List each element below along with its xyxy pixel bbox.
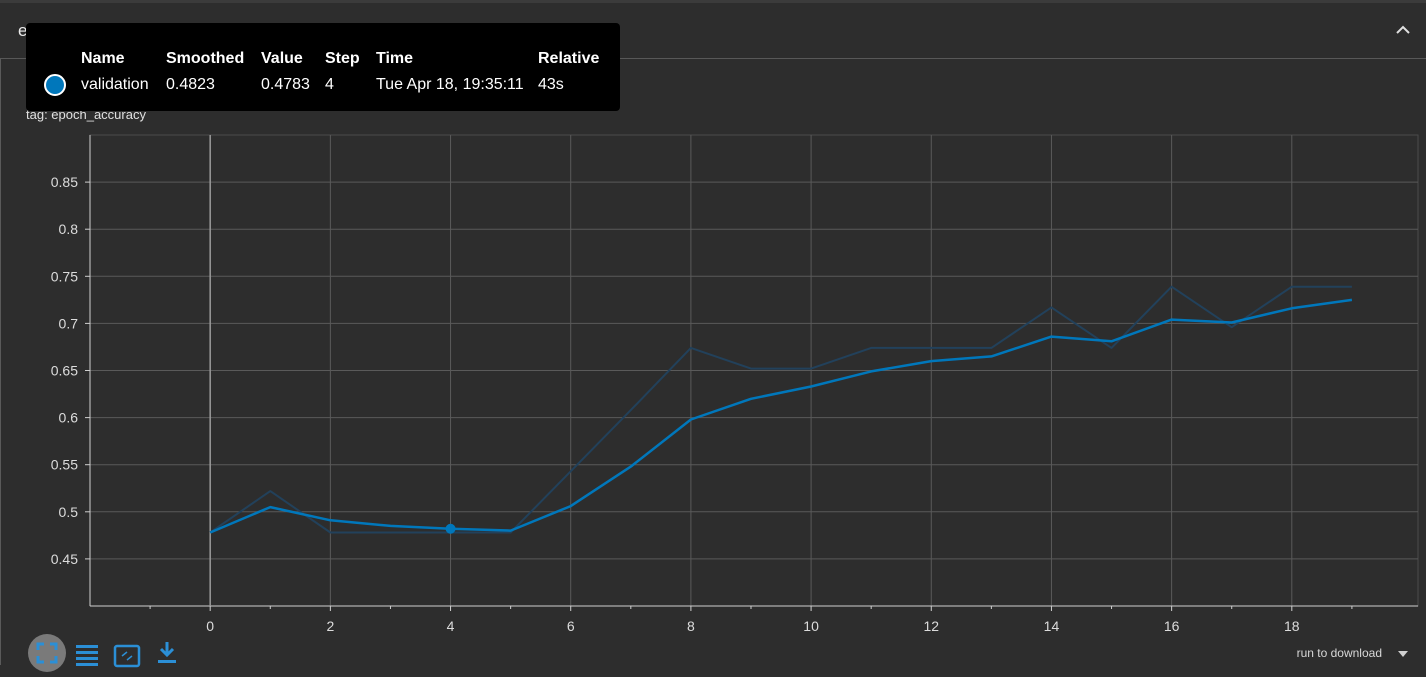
tooltip-time: Tue Apr 18, 19:35:11 [376,76,524,93]
y-tick-label: 0.85 [51,174,78,190]
toggle-log-scale-button[interactable] [72,638,108,668]
smoothed-series-line [209,298,1353,534]
x-tick-label: 10 [803,618,819,634]
tooltip-header-name: Name [81,50,125,67]
y-tick-label: 0.5 [59,504,79,520]
list-icon [76,645,98,666]
x-tick-label: 12 [923,618,939,634]
top-rule [0,0,1426,3]
download-button[interactable] [152,638,188,668]
series-color-swatch [44,74,66,96]
y-tick-label: 0.55 [51,457,78,473]
chevron-up-icon[interactable] [1392,19,1414,41]
tooltip-header-time: Time [376,50,414,67]
fit-domain-icon [36,642,58,664]
y-tick-label: 0.7 [59,315,79,331]
chart-card [0,59,1426,665]
x-tick-label: 18 [1284,618,1300,634]
caret-down-icon[interactable] [1398,651,1408,657]
highlighted-point [445,523,456,534]
fit-domain-button[interactable] [28,634,66,672]
tooltip-value: 0.4783 [261,76,310,93]
hover-tooltip: Name Smoothed Value Step Time Relative v… [26,23,620,111]
tooltip-header-relative: Relative [538,50,600,67]
y-tick-label: 0.75 [51,268,78,284]
x-tick-label: 8 [687,618,695,634]
select-zoom-button[interactable] [112,638,148,668]
x-tick-label: 14 [1044,618,1060,634]
download-icon [158,642,176,663]
y-tick-label: 0.65 [51,363,78,379]
tooltip-step: 4 [325,76,334,93]
tooltip-run-name: validation [81,76,149,93]
x-tick-label: 4 [447,618,455,634]
x-tick-label: 2 [326,618,334,634]
x-tick-label: 16 [1164,618,1180,634]
tooltip-header-smoothed: Smoothed [166,50,245,67]
tooltip-smoothed-value: 0.4823 [166,76,215,93]
y-tick-label: 0.6 [59,410,79,426]
y-tick-label: 0.8 [59,221,79,237]
select-zoom-icon [113,644,141,668]
tooltip-header-step: Step [325,50,360,67]
y-tick-label: 0.45 [51,551,78,567]
tooltip-relative: 43s [538,76,564,93]
x-tick-label: 0 [206,618,214,634]
run-to-download-link[interactable]: run to download [1296,646,1382,660]
raw-series-line [209,285,1352,534]
tooltip-header-value: Value [261,50,303,67]
x-tick-label: 6 [567,618,575,634]
